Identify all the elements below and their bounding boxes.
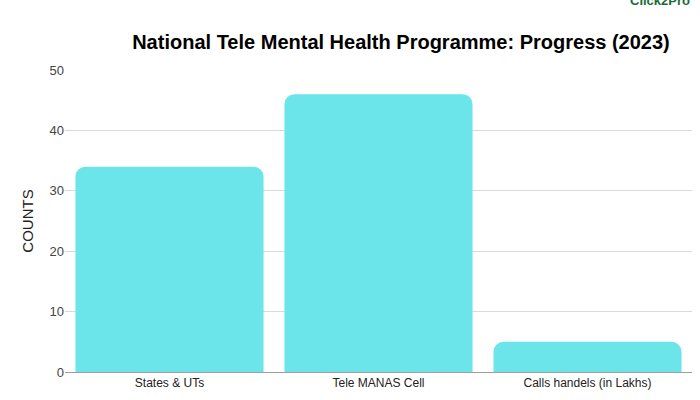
svg-text:National Tele Mental Health Pr: National Tele Mental Health Programme: P… (132, 31, 670, 53)
svg-text:0: 0 (57, 365, 64, 380)
svg-text:20: 20 (50, 244, 64, 259)
svg-text:States & UTs: States & UTs (135, 376, 204, 390)
svg-text:COUNTS: COUNTS (19, 189, 36, 252)
svg-text:50: 50 (50, 63, 64, 78)
svg-text:40: 40 (50, 123, 64, 138)
svg-text:Calls handels (in Lakhs): Calls handels (in Lakhs) (523, 376, 651, 390)
svg-text:10: 10 (50, 304, 64, 319)
svg-text:Tele MANAS Cell: Tele MANAS Cell (332, 376, 424, 390)
svg-text:Click2Pro: Click2Pro (630, 0, 690, 8)
svg-text:30: 30 (50, 183, 64, 198)
